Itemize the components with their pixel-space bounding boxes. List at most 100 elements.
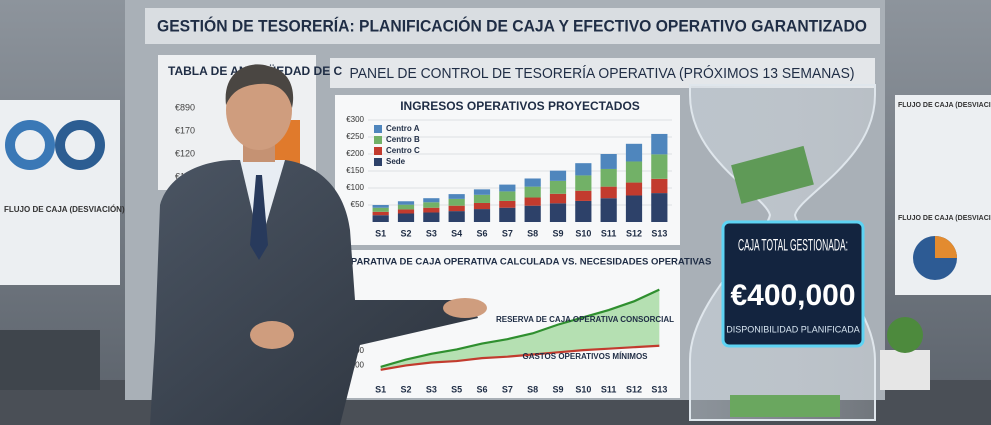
presenter [150, 64, 487, 425]
bar [423, 207, 440, 213]
head [226, 70, 292, 150]
bar [600, 154, 617, 169]
bar [625, 161, 643, 183]
bar [625, 182, 643, 196]
banner [145, 8, 880, 44]
bar [600, 168, 617, 187]
x-tick-label: S3 [426, 228, 437, 238]
card-title: CAJA TOTAL GESTIONADA: [738, 235, 848, 254]
bar [499, 207, 516, 222]
bar [448, 194, 465, 199]
bar [549, 180, 567, 194]
panel-title: PANEL DE CONTROL DE TESORERÍA OPERATIVA … [350, 65, 855, 82]
x-tick-label: S13 [651, 228, 667, 238]
x-tick-label: S1 [375, 384, 386, 394]
chart-title: INGRESOS OPERATIVOS PROYECTADOS [400, 99, 640, 113]
bar [423, 212, 440, 222]
x-tick-label: S13 [651, 384, 667, 394]
y-tick-label: €150 [346, 166, 364, 175]
x-tick-label: S12 [626, 384, 642, 394]
bar [651, 154, 668, 179]
bar [600, 198, 617, 222]
x-tick-label: S12 [626, 228, 642, 238]
bar [473, 194, 491, 203]
bar [600, 186, 617, 199]
bar [499, 191, 516, 201]
x-tick-label: S6 [476, 384, 487, 394]
x-tick-label: S6 [476, 228, 487, 238]
bar [575, 190, 592, 201]
binders [0, 330, 100, 390]
y-tick-label: €50 [351, 200, 365, 209]
legend-swatch [374, 136, 382, 144]
bar [397, 213, 415, 222]
hand [250, 321, 294, 349]
bar [524, 197, 541, 206]
money [730, 395, 840, 417]
hair [225, 64, 294, 108]
bar [549, 203, 567, 222]
x-tick-label: S10 [575, 384, 591, 394]
bar [499, 200, 516, 208]
y-tick-label: €300 [346, 115, 364, 124]
bar [575, 175, 592, 191]
chart-title: COMPARATIVA DE CAJA OPERATIVA CALCULADA … [329, 257, 712, 268]
bar [524, 205, 541, 222]
left-tick: €120 [175, 148, 195, 158]
bar [625, 143, 643, 162]
plant [887, 317, 923, 353]
suit [150, 160, 478, 425]
bar [448, 198, 465, 206]
plant-pot [880, 350, 930, 390]
bar [549, 170, 567, 181]
bar [448, 205, 465, 212]
bar [524, 186, 541, 198]
y-tick-label: €250 [346, 132, 364, 141]
decor-pie [935, 236, 957, 258]
bar [397, 204, 415, 210]
bar [499, 184, 516, 192]
y-tick-label: €100 [346, 183, 364, 192]
x-tick-label: S7 [502, 228, 513, 238]
bar [524, 178, 541, 187]
total-card [721, 220, 865, 348]
decor-ring [5, 120, 55, 170]
left-tick: €170 [175, 125, 195, 135]
card-subtitle: DISPONIBILIDAD PLANIFICADA [726, 324, 860, 334]
legend-label: Centro C [386, 146, 420, 155]
x-tick-label: S2 [400, 384, 411, 394]
x-tick-label: S8 [527, 384, 538, 394]
decor-ring [55, 120, 105, 170]
legend-swatch [374, 125, 382, 133]
bar [473, 209, 491, 222]
side-title: FLUJO DE CAJA (DESVIACIÓN) [898, 213, 991, 222]
bar [448, 211, 465, 222]
bar [575, 200, 592, 222]
legend-swatch [374, 158, 382, 166]
x-tick-label: S11 [601, 384, 617, 394]
line [380, 288, 660, 368]
bar [651, 178, 668, 194]
bar [651, 133, 668, 155]
side-title: FLUJO DE CAJA (DESVIACIÓN) [898, 100, 991, 109]
tie [250, 175, 268, 260]
x-tick-label: S3 [426, 384, 437, 394]
x-tick-label: S9 [552, 384, 563, 394]
card-amount: €400,000 [731, 279, 856, 312]
x-tick-label: S7 [502, 384, 513, 394]
legend-swatch [374, 147, 382, 155]
x-tick-label: S10 [575, 228, 591, 238]
x-tick-label: S9 [552, 228, 563, 238]
x-tick-label: S8 [527, 228, 538, 238]
x-tick-label: S11 [601, 228, 617, 238]
side-title: FLUJO DE CAJA (DESVIACIÓN) [4, 205, 125, 214]
legend-label: Centro B [386, 135, 420, 144]
bar [397, 209, 415, 214]
series-label: GASTOS OPERATIVOS MÍNIMOS [522, 352, 648, 361]
bar [372, 211, 389, 216]
x-tick-label: S4 [451, 228, 462, 238]
bar [423, 202, 440, 208]
bar [372, 215, 389, 222]
x-tick-label: S2 [400, 228, 411, 238]
